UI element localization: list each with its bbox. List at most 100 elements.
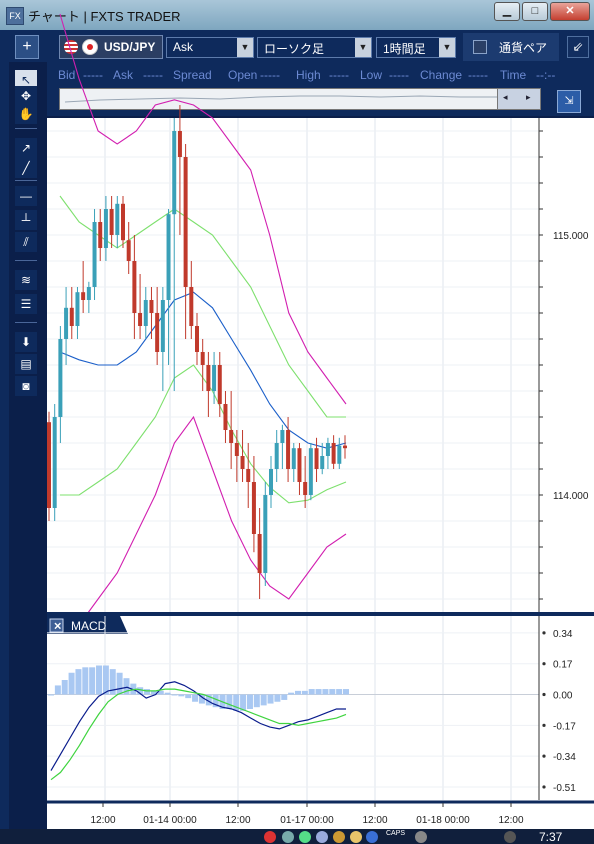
candle-body[interactable] — [195, 326, 199, 352]
fibonacci-icon[interactable]: ☰ — [15, 294, 37, 314]
candle-body[interactable] — [217, 365, 222, 404]
candle-body[interactable] — [314, 448, 319, 469]
candle-body[interactable] — [206, 365, 211, 391]
scroll-right-icon[interactable]: ▸ — [526, 92, 531, 102]
candle-body[interactable] — [223, 404, 228, 430]
collapse-icon[interactable]: ⇙ — [567, 36, 589, 58]
pane-divider[interactable] — [47, 612, 594, 616]
candle-body[interactable] — [331, 443, 336, 464]
candle-body[interactable] — [286, 430, 291, 469]
candle-body[interactable] — [69, 307, 74, 326]
candle-body[interactable] — [325, 443, 330, 456]
candle-body[interactable] — [149, 300, 154, 313]
cursor-arrow-icon[interactable]: ↖ — [15, 70, 37, 90]
candle-body[interactable] — [280, 430, 285, 443]
timeframe-select[interactable]: 1時間足 ▼ — [376, 37, 456, 58]
candle-body[interactable] — [52, 417, 57, 508]
chart-type-select[interactable]: ローソク足 ▼ — [257, 37, 372, 58]
folder-icon[interactable] — [333, 831, 345, 843]
candle-body[interactable] — [109, 209, 114, 235]
candle-body[interactable] — [263, 495, 268, 573]
download-icon[interactable]: ⬇ — [15, 332, 37, 352]
add-chart-button[interactable]: + — [15, 35, 39, 59]
price-type-select[interactable]: Ask ▼ — [166, 37, 254, 58]
close-button[interactable]: ✕ — [550, 2, 590, 21]
camera-icon[interactable]: ◙ — [15, 376, 37, 396]
candle-body[interactable] — [58, 339, 63, 417]
macd-histogram-bar — [288, 692, 295, 695]
candle-body[interactable] — [246, 469, 251, 482]
cursor-crosshair-icon[interactable]: ✥ — [15, 86, 37, 106]
candle-body[interactable] — [343, 445, 347, 449]
candle-body[interactable] — [229, 430, 234, 443]
list-icon[interactable]: ▤ — [15, 354, 37, 374]
candle-body[interactable] — [308, 448, 313, 495]
candle-body[interactable] — [320, 456, 325, 469]
help-icon[interactable] — [366, 831, 378, 843]
checkbox[interactable] — [473, 40, 487, 54]
alert-icon[interactable] — [264, 831, 276, 843]
candle-body[interactable] — [274, 443, 279, 469]
candle-body[interactable] — [251, 482, 256, 534]
network-icon[interactable] — [282, 831, 294, 843]
candle-body[interactable] — [337, 445, 342, 464]
candle-body[interactable] — [189, 287, 194, 326]
macd-histogram-bar — [61, 680, 68, 695]
candle-body[interactable] — [92, 222, 97, 287]
navigator-expand-icon[interactable]: ⇲ — [557, 90, 581, 113]
macd-histogram-bar — [212, 694, 219, 708]
candle-body[interactable] — [240, 456, 245, 469]
parallel-lines-icon[interactable]: ⫽ — [15, 232, 37, 252]
candle-body[interactable] — [81, 292, 86, 300]
vertical-line-icon[interactable]: ┴ — [15, 210, 37, 230]
candle-body[interactable] — [166, 214, 171, 300]
candle-body[interactable] — [200, 352, 205, 365]
currency-pair-toggle[interactable]: 通貨ペア — [463, 33, 559, 61]
currency-pair-toggle-label: 通貨ペア — [499, 41, 548, 55]
volume-icon[interactable] — [504, 831, 516, 843]
minimize-button[interactable]: ▁ — [494, 2, 520, 21]
currency-pair-selector[interactable]: USD/JPY — [59, 35, 163, 59]
hand-icon[interactable]: ✋ — [15, 104, 37, 124]
candle-body[interactable] — [172, 131, 177, 215]
candle-body[interactable] — [234, 443, 239, 456]
candle-body[interactable] — [126, 240, 131, 261]
candle-body[interactable] — [103, 209, 108, 248]
pointer-tool-icon[interactable]: ↗ — [15, 138, 37, 158]
quote-value: ----- — [260, 68, 280, 82]
candle-body[interactable] — [291, 448, 296, 469]
candle-body[interactable] — [86, 287, 91, 300]
candle-body[interactable] — [160, 300, 165, 352]
candle-body[interactable] — [155, 313, 160, 352]
candle-body[interactable] — [257, 534, 262, 573]
macd-close-button[interactable] — [49, 618, 64, 633]
candle-body[interactable] — [303, 482, 308, 495]
candle-body[interactable] — [143, 300, 148, 326]
candle-body[interactable] — [177, 131, 182, 157]
candle-body[interactable] — [297, 448, 302, 482]
candle-body[interactable] — [269, 469, 273, 495]
candle-body[interactable] — [75, 292, 80, 326]
mail-icon[interactable] — [350, 831, 362, 843]
display-icon[interactable] — [316, 831, 328, 843]
candle-body[interactable] — [64, 307, 69, 339]
quote-value: ----- — [329, 68, 349, 82]
candle-body[interactable] — [212, 365, 217, 391]
navigator-scroll[interactable]: ◂ ▸ — [497, 88, 541, 110]
sync-icon[interactable] — [299, 831, 311, 843]
fan-icon[interactable]: ≋ — [15, 270, 37, 290]
candle-body[interactable] — [47, 422, 51, 508]
trendline-icon[interactable]: ╱ — [15, 158, 37, 178]
keyboard-icon[interactable] — [415, 831, 427, 843]
candle-body[interactable] — [121, 203, 125, 241]
horizontal-line-icon[interactable]: — — [15, 186, 37, 206]
candle-body[interactable] — [132, 261, 137, 313]
maximize-button[interactable]: □ — [522, 2, 548, 21]
candle-body[interactable] — [138, 313, 143, 326]
scroll-left-icon[interactable]: ◂ — [503, 92, 508, 102]
candle-body[interactable] — [115, 203, 120, 235]
candle-body[interactable] — [98, 222, 103, 248]
candle-body[interactable] — [183, 157, 188, 287]
macd-histogram-bar — [150, 690, 157, 695]
